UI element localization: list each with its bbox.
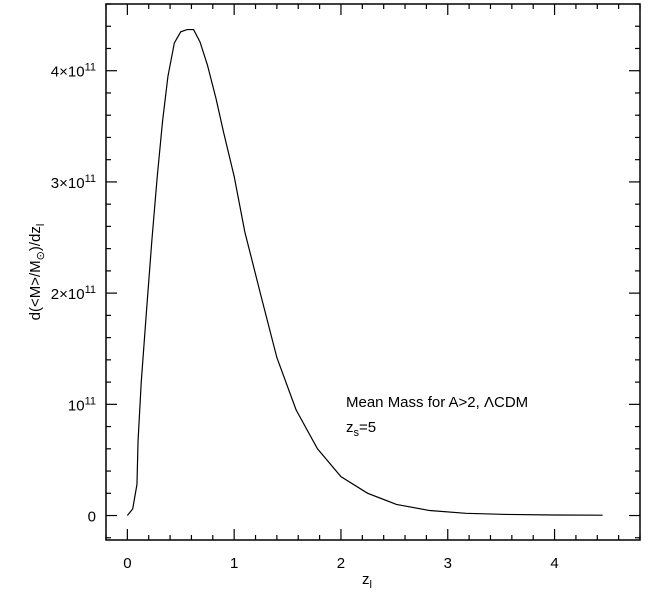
y-tick-label: 4×1011 bbox=[51, 62, 96, 81]
x-axis-label-sub: l bbox=[370, 579, 372, 591]
y-tick-label-base: 3×10 bbox=[51, 175, 85, 192]
y-tick-label-base: 10 bbox=[68, 397, 85, 414]
y-tick-label: 1011 bbox=[68, 395, 96, 414]
annotation-line1: Mean Mass for A>2, ΛCDM bbox=[346, 394, 528, 411]
x-axis-label: zl bbox=[362, 571, 372, 591]
x-tick-label: 3 bbox=[444, 555, 452, 572]
y-tick-label: 0 bbox=[88, 509, 96, 526]
x-tick-label: 0 bbox=[123, 555, 131, 572]
x-tick-label: 1 bbox=[230, 555, 238, 572]
series-line bbox=[126, 28, 603, 516]
x-tick-label: 2 bbox=[337, 555, 345, 572]
y-tick-label-exp: 11 bbox=[85, 62, 96, 74]
plot-frame bbox=[105, 3, 641, 541]
y-axis-label-prefix: d(<M>/M bbox=[27, 260, 44, 320]
y-tick-label: 3×1011 bbox=[51, 173, 96, 192]
x-axis-label-base: z bbox=[362, 571, 370, 588]
y-tick-label-exp: 11 bbox=[85, 173, 96, 185]
y-tick-label-exp: 11 bbox=[85, 395, 96, 407]
annotation-value: =5 bbox=[359, 419, 376, 436]
annotation-z: z bbox=[346, 419, 354, 436]
y-tick-label-base: 0 bbox=[88, 509, 96, 526]
annotation-z-sub: s bbox=[354, 427, 360, 439]
y-tick-label-base: 4×10 bbox=[51, 64, 85, 81]
annotation-line2: zs=5 bbox=[346, 419, 376, 439]
y-axis-label-end-sub: l bbox=[35, 224, 47, 226]
x-tick-label: 4 bbox=[550, 555, 558, 572]
y-tick-label-exp: 11 bbox=[85, 284, 96, 296]
y-tick-label-base: 2×10 bbox=[51, 286, 85, 303]
y-axis-label: d(<M>/M⊙)/dzl bbox=[27, 224, 47, 321]
axis-ticks bbox=[105, 3, 641, 540]
y-tick-label: 2×1011 bbox=[51, 284, 96, 303]
y-axis-label-middle: )/dz bbox=[27, 226, 44, 251]
x-tick-labels: 0 1 2 3 4 bbox=[123, 555, 559, 572]
y-axis-label-sun: ⊙ bbox=[35, 251, 47, 260]
